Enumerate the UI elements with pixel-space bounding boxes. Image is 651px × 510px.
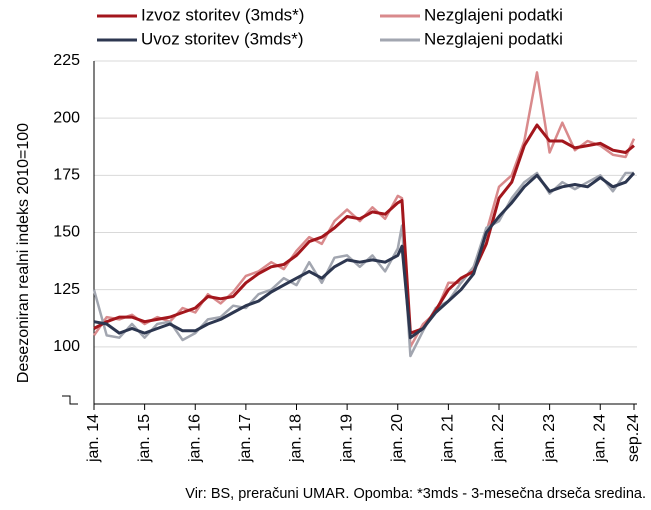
source-note: Vir: BS, preračuni UMAR. Opomba: *3mds -… [185,486,646,502]
x-tick-label: jan. 19 [338,414,355,463]
x-tick-label: jan. 21 [440,414,457,463]
x-tick-label: jan. 15 [136,414,153,463]
legend-label: Nezglajeni podatki [424,29,563,48]
x-tick-label: jan. 17 [237,414,254,463]
y-axis-label: Desezoniran realni indeks 2010=100 [15,123,32,383]
x-tick-label: jan. 18 [288,414,305,463]
legend-label: Nezglajeni podatki [424,5,563,24]
y-tick-label: 150 [53,224,80,241]
axis-break [62,395,78,405]
legend-label: Izvoz storitev (3mds*) [141,5,304,24]
x-tick-label: jan. 14 [85,414,102,463]
series-line [92,71,636,349]
x-tick-label: jan. 20 [389,414,406,463]
x-tick-label: sep.24 [625,414,642,462]
x-tick-label: jan. 22 [490,414,507,463]
y-tick-label: 100 [53,338,80,355]
series-line [93,171,636,340]
x-tick-label: jan. 16 [186,414,203,463]
x-tick-label: jan. 24 [591,414,608,463]
y-tick-label: 125 [53,281,80,298]
legend-label: Uvoz storitev (3mds*) [141,29,303,48]
series-line [93,123,635,335]
series-line [92,171,634,358]
y-tick-label: 225 [53,52,80,69]
y-tick-label: 175 [53,167,80,184]
y-tick-label: 200 [53,109,80,126]
x-tick-label: jan. 23 [541,414,558,463]
